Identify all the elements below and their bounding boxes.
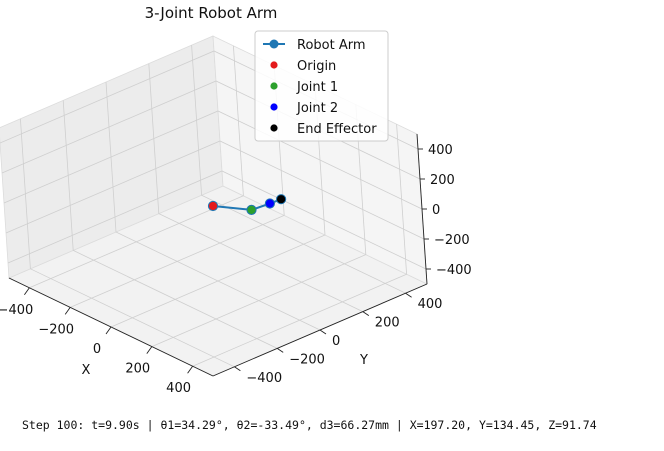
legend-marker-swatch [270,82,278,90]
legend-label: Origin [297,59,336,74]
status-readout: Step 100: t=9.90s | θ1=34.29°, θ2=-33.49… [22,418,597,432]
joint-1-marker [246,204,257,215]
x-tick-label: 0 [93,342,101,357]
x-gridline [192,124,408,367]
z-tick-label: −200 [434,233,470,248]
z-tick-label: 0 [432,203,440,218]
x-gridline [151,104,367,347]
legend-label: End Effector [297,122,377,137]
x-tick-mark [24,287,30,296]
origin-marker [207,200,219,212]
y-axis-label: Y [359,353,368,368]
z-gridline [1,80,421,180]
end-effector-marker [276,194,287,205]
z-tick-label: 200 [430,173,455,188]
x-tick-mark [105,326,112,335]
y-tick-label: −200 [289,352,325,367]
y-gridline [62,100,278,349]
z-tick-label: −400 [436,263,472,278]
legend-box [254,30,389,142]
y-tick-label: 0 [332,334,340,349]
x-axis-label: X [82,363,91,378]
y-tick-mark [276,348,284,353]
z-gridline [7,170,427,270]
legend-marker-swatch [270,124,278,132]
x-tick-mark [64,307,71,315]
z-gridline [5,140,425,240]
y-tick-label: 200 [375,316,400,331]
x-gridline [29,45,244,289]
x-tick-mark [187,365,193,374]
y-tick-label: −400 [246,371,282,386]
x-tick-label: 400 [166,381,191,396]
legend-marker-swatch [269,39,279,49]
legend-marker-swatch [270,61,278,69]
x-tick-label: −200 [38,322,74,337]
robot-arm-line [212,198,282,211]
y-tick-mark [405,292,412,298]
z-gridline [3,110,423,210]
legend-label: Joint 1 [296,80,338,95]
y-gridline [20,118,235,368]
y-tick-mark [234,366,241,372]
legend-label: Robot Arm [297,38,366,53]
y-tick-label: 400 [418,297,443,312]
x-tick-label: −400 [0,303,33,318]
y-gridline [105,81,321,331]
y-gridline [148,63,363,312]
legend-marker-swatch [270,103,278,111]
y-gridline [191,45,406,294]
chart-title: 3-Joint Robot Arm [145,4,278,22]
joint-2-marker [264,198,275,209]
x-tick-label: 200 [125,362,150,377]
x-tick-mark [146,346,153,354]
legend-label: Joint 2 [296,101,338,116]
y-tick-mark [362,311,370,316]
z-tick-label: 400 [428,143,453,158]
y-tick-mark [319,329,327,335]
